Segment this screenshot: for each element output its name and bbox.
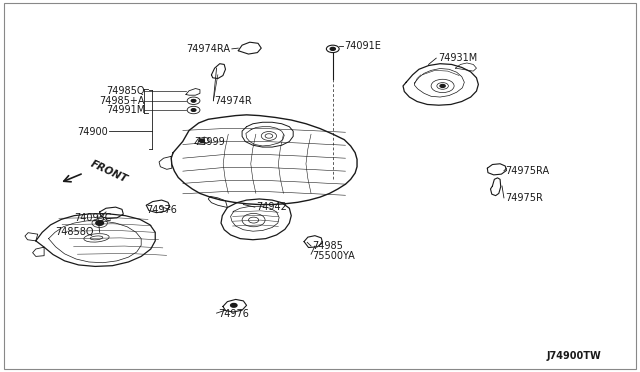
Circle shape	[330, 47, 335, 50]
Circle shape	[191, 100, 195, 102]
Text: 74942: 74942	[256, 202, 287, 212]
Text: 74900: 74900	[77, 127, 108, 137]
Text: 74093C: 74093C	[74, 212, 111, 222]
Text: 74091E: 74091E	[344, 41, 381, 51]
Text: 74975RA: 74975RA	[505, 166, 549, 176]
Text: 74976: 74976	[218, 309, 249, 319]
Text: 74858Q: 74858Q	[55, 227, 93, 237]
Circle shape	[230, 304, 237, 307]
Text: 74974RA: 74974RA	[187, 44, 230, 54]
Circle shape	[96, 221, 104, 225]
Text: 74974R: 74974R	[214, 96, 252, 106]
Text: FRONT: FRONT	[89, 159, 129, 185]
Circle shape	[191, 109, 195, 111]
Text: 74976: 74976	[147, 205, 177, 215]
Text: 74931M: 74931M	[438, 53, 477, 63]
Text: 74975R: 74975R	[505, 193, 543, 203]
Circle shape	[199, 139, 204, 142]
Text: 74985: 74985	[312, 241, 343, 251]
Text: 74999: 74999	[194, 137, 225, 147]
Text: 75500YA: 75500YA	[312, 251, 355, 261]
Text: 74991M: 74991M	[106, 105, 145, 115]
Text: J74900TW: J74900TW	[547, 352, 602, 362]
Text: 74985+A: 74985+A	[100, 96, 145, 106]
Text: 74985Q: 74985Q	[106, 87, 145, 96]
Circle shape	[440, 84, 445, 87]
